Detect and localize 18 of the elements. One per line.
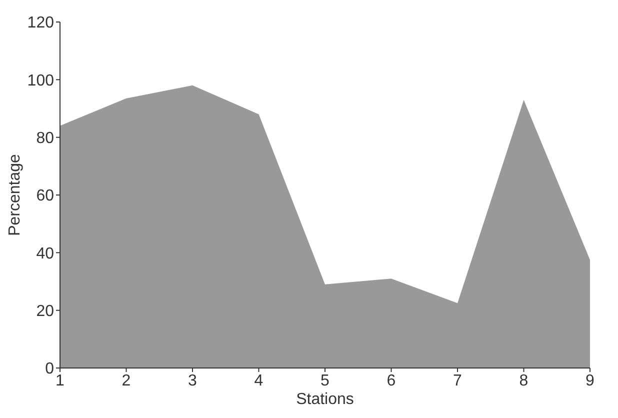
y-tick-label: 20	[36, 303, 54, 320]
x-tick-label: 3	[188, 372, 198, 390]
y-tick-label: 100	[27, 72, 54, 90]
y-tick-label: 120	[27, 14, 54, 32]
x-tick-label: 8	[519, 372, 528, 390]
x-tick-label: 5	[320, 372, 330, 390]
x-tick-label: 6	[386, 372, 396, 390]
y-tick-label: 0	[45, 360, 54, 378]
y-tick-label: 40	[36, 245, 54, 262]
y-tick-label: 60	[36, 188, 54, 205]
y-axis-title: Percentage	[6, 154, 24, 236]
x-tick-label: 1	[56, 372, 65, 390]
x-tick-label: 9	[586, 372, 595, 390]
x-axis-title: Stations	[296, 391, 354, 408]
x-tick-label: 4	[254, 372, 264, 390]
x-tick-label: 2	[122, 372, 131, 390]
x-tick-label: 7	[453, 372, 462, 390]
y-tick-label: 80	[36, 130, 54, 148]
